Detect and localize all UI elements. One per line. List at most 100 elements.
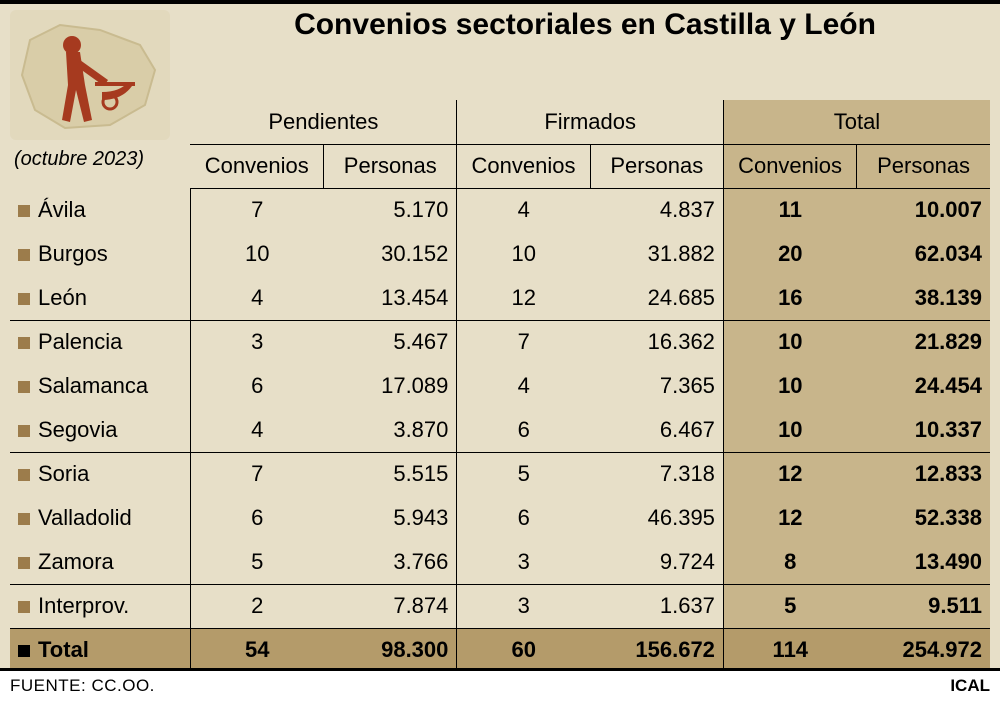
cell-firm-pers: 156.672 [590, 628, 723, 672]
col-firm-convenios: Convenios [457, 144, 590, 188]
cell-firm-pers: 24.685 [590, 276, 723, 320]
province-label: Burgos [38, 241, 108, 266]
cell-total-conv: 12 [723, 496, 856, 540]
cell-pend-pers: 5.943 [324, 496, 457, 540]
table-row: Segovia 43.87066.4671010.337 [10, 408, 990, 452]
cell-total-conv: 10 [723, 408, 856, 452]
province-cell: León [10, 276, 190, 320]
bullet-icon [18, 645, 30, 657]
cell-total-pers: 24.454 [857, 364, 990, 408]
table-row: León413.4541224.6851638.139 [10, 276, 990, 320]
cell-pend-conv: 7 [190, 452, 323, 496]
header-spacer [10, 100, 190, 144]
cell-total-pers: 10.007 [857, 188, 990, 232]
province-label: Segovia [38, 417, 118, 442]
chart-title: Convenios sectoriales en Castilla y León [180, 8, 990, 42]
cell-pend-conv: 4 [190, 408, 323, 452]
cell-firm-pers: 31.882 [590, 232, 723, 276]
bullet-icon [18, 337, 30, 349]
cell-pend-pers: 13.454 [324, 276, 457, 320]
cell-pend-conv: 6 [190, 496, 323, 540]
table-row: Ávila75.17044.8371110.007 [10, 188, 990, 232]
cell-firm-conv: 6 [457, 496, 590, 540]
total-label: Total [38, 637, 89, 662]
province-cell: Valladolid [10, 496, 190, 540]
cell-pend-conv: 3 [190, 320, 323, 364]
province-label: León [38, 285, 87, 310]
group-pendientes: Pendientes [190, 100, 457, 144]
cell-firm-conv: 7 [457, 320, 590, 364]
cell-total-pers: 13.490 [857, 540, 990, 584]
cell-total-pers: 21.829 [857, 320, 990, 364]
province-label: Valladolid [38, 505, 132, 530]
province-label: Ávila [38, 197, 86, 222]
cell-pend-conv: 7 [190, 188, 323, 232]
cell-firm-conv: 5 [457, 452, 590, 496]
cell-total-conv: 12 [723, 452, 856, 496]
cell-firm-conv: 60 [457, 628, 590, 672]
cell-total-conv: 16 [723, 276, 856, 320]
province-label: Soria [38, 461, 89, 486]
table-row: Valladolid65.943646.3951252.338 [10, 496, 990, 540]
cell-pend-conv: 6 [190, 364, 323, 408]
cell-pend-pers: 5.170 [324, 188, 457, 232]
col-total-personas: Personas [857, 144, 990, 188]
cell-total-pers: 10.337 [857, 408, 990, 452]
province-cell: Ávila [10, 188, 190, 232]
province-cell: Salamanca [10, 364, 190, 408]
bullet-icon [18, 601, 30, 613]
bullet-icon [18, 513, 30, 525]
cell-firm-conv: 4 [457, 364, 590, 408]
cell-total-conv: 20 [723, 232, 856, 276]
cell-total-pers: 9.511 [857, 584, 990, 628]
cell-firm-pers: 4.837 [590, 188, 723, 232]
province-cell: Palencia [10, 320, 190, 364]
total-row: Total5498.30060156.672114254.972 [10, 628, 990, 672]
top-border [0, 0, 1000, 4]
province-cell: Segovia [10, 408, 190, 452]
cell-firm-conv: 6 [457, 408, 590, 452]
cell-firm-pers: 16.362 [590, 320, 723, 364]
province-cell: Zamora [10, 540, 190, 584]
col-firm-personas: Personas [590, 144, 723, 188]
cell-pend-pers: 30.152 [324, 232, 457, 276]
source-label: FUENTE: CC.OO. [10, 676, 155, 696]
table-row: Palencia35.467716.3621021.829 [10, 320, 990, 364]
cell-firm-pers: 46.395 [590, 496, 723, 540]
cell-total-conv: 10 [723, 320, 856, 364]
bullet-icon [18, 293, 30, 305]
province-cell: Interprov. [10, 584, 190, 628]
cell-total-pers: 12.833 [857, 452, 990, 496]
table-row: Zamora53.76639.724813.490 [10, 540, 990, 584]
group-total: Total [723, 100, 990, 144]
cell-firm-conv: 4 [457, 188, 590, 232]
credit-label: ICAL [950, 676, 990, 696]
col-pend-convenios: Convenios [190, 144, 323, 188]
cell-firm-conv: 10 [457, 232, 590, 276]
infographic-container: Convenios sectoriales en Castilla y León… [0, 0, 1000, 704]
cell-total-conv: 10 [723, 364, 856, 408]
cell-firm-conv: 3 [457, 540, 590, 584]
bullet-icon [18, 425, 30, 437]
province-cell: Soria [10, 452, 190, 496]
cell-firm-pers: 7.318 [590, 452, 723, 496]
bullet-icon [18, 205, 30, 217]
cell-firm-conv: 12 [457, 276, 590, 320]
cell-total-conv: 5 [723, 584, 856, 628]
col-pend-personas: Personas [324, 144, 457, 188]
cell-total-pers: 254.972 [857, 628, 990, 672]
table-body: Ávila75.17044.8371110.007Burgos1030.1521… [10, 188, 990, 672]
province-cell: Burgos [10, 232, 190, 276]
province-cell: Total [10, 628, 190, 672]
cell-pend-pers: 3.870 [324, 408, 457, 452]
bullet-icon [18, 469, 30, 481]
header-spacer [10, 144, 190, 188]
cell-firm-pers: 6.467 [590, 408, 723, 452]
cell-pend-conv: 4 [190, 276, 323, 320]
cell-pend-pers: 5.467 [324, 320, 457, 364]
cell-total-conv: 114 [723, 628, 856, 672]
bullet-icon [18, 249, 30, 261]
cell-firm-pers: 9.724 [590, 540, 723, 584]
table-row: Burgos1030.1521031.8822062.034 [10, 232, 990, 276]
cell-total-pers: 62.034 [857, 232, 990, 276]
